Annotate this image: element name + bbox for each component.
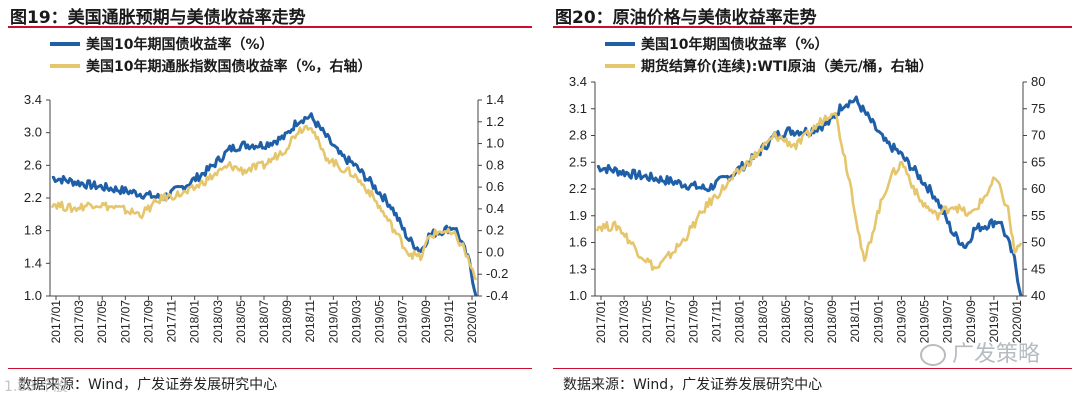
left-title-rule [8, 26, 532, 28]
legend-label-1: 美国10年期通胀指数国债收益率（%，右轴） [86, 58, 372, 75]
x-tick-label: 2019/07 [941, 300, 955, 344]
left-tick-label: 2.8 [569, 128, 587, 143]
left-chart-source: 数据来源：Wind，广发证券发展研究中心 [18, 377, 278, 393]
right-chart-panel: 图20：原油价格与美债收益率走势 美国10年期国债收益率（%） 期货结算价(连续)… [545, 0, 1080, 403]
right-tick-label: 1.4 [486, 92, 504, 107]
x-tick-label: 2018/03 [211, 300, 225, 344]
x-tick-label: 2018/05 [234, 300, 248, 344]
x-tick-label: 2018/01 [188, 300, 202, 344]
right-tick-label: 50 [1031, 235, 1045, 250]
left-tick-label: 1.9 [569, 208, 587, 223]
x-tick-label: 2019/05 [373, 300, 387, 344]
x-tick-label: 2018/07 [802, 300, 816, 344]
left-tick-label: 1.0 [569, 288, 587, 303]
right-tick-label: 55 [1031, 208, 1045, 223]
right-chart-title: 图20：原油价格与美债收益率走势 [555, 8, 817, 28]
x-tick-label: 2019/01 [871, 300, 885, 344]
x-tick-label: 2017/03 [72, 300, 86, 344]
x-tick-label: 2019/01 [326, 300, 340, 344]
x-tick-label: 2018/11 [303, 300, 317, 343]
right-tick-label: 0.6 [486, 179, 504, 194]
x-tick-label: 2017/11 [710, 300, 724, 343]
x-tick-label: 2019/09 [419, 300, 433, 344]
x-tick-label: 2019/03 [349, 300, 363, 344]
series-line-0 [51, 112, 478, 297]
x-tick-label: 2018/03 [756, 300, 770, 344]
left-tick-label: 3.1 [569, 101, 587, 116]
right-tick-label: 40 [1031, 288, 1045, 303]
x-tick-label: 2017/07 [118, 300, 132, 344]
x-tick-label: 2019/07 [396, 300, 410, 344]
right-tick-label: 1.2 [486, 114, 504, 129]
right-title-rule [553, 26, 1072, 28]
watermark-text: 广发策略 [951, 342, 1040, 367]
x-tick-label: 2017/09 [141, 300, 155, 344]
left-chart-svg: 美国10年期国债收益率（%） 美国10年期通胀指数国债收益率（%，右轴） 3.4 3.… [24, 36, 508, 344]
right-chart-svg: 美国10年期国债收益率（%） 期货结算价(连续):WTI原油（美元/桶，右轴） 3.… [569, 36, 1046, 344]
left-tick-label: 2.2 [24, 190, 42, 205]
left-tick-label: 1.8 [24, 223, 42, 238]
right-tick-label: 1.0 [486, 136, 504, 151]
left-tick-label: 3.4 [24, 92, 42, 107]
x-tick-label: 2020/01 [465, 300, 479, 344]
right-tick-label: 60 [1031, 181, 1045, 196]
x-tick-label: 2019/09 [964, 300, 978, 344]
x-tick-label: 2019/05 [918, 300, 932, 344]
left-tick-label: 3.0 [24, 125, 42, 140]
left-tick-label: 1.3 [569, 261, 587, 276]
x-tick-label: 2017/09 [686, 300, 700, 344]
left-tick-label: 3.4 [569, 74, 587, 89]
legend-label-1: 期货结算价(连续):WTI原油（美元/桶，右轴） [641, 58, 933, 75]
x-tick-label: 2018/09 [280, 300, 294, 344]
right-tick-label: 0.8 [486, 157, 504, 172]
x-tick-label: 2018/05 [779, 300, 793, 344]
right-source-rule [553, 368, 1072, 369]
left-tick-label: 1.4 [24, 255, 42, 270]
x-tick-label: 2017/05 [640, 300, 654, 344]
left-tick-label: 1.6 [569, 235, 587, 250]
right-tick-label: 70 [1031, 128, 1045, 143]
x-tick-label: 2018/01 [733, 300, 747, 344]
right-tick-label: 75 [1031, 101, 1045, 116]
x-tick-label: 2019/03 [894, 300, 908, 344]
x-tick-label: 2017/01 [49, 300, 63, 344]
watermark: 广发策略 [919, 336, 1040, 368]
left-chart-title: 图19：美国通胀预期与美债收益率走势 [10, 8, 306, 28]
x-tick-label: 2017/07 [663, 300, 677, 344]
x-tick-label: 2018/11 [848, 300, 862, 343]
right-tick-label: 45 [1031, 261, 1045, 276]
left-chart-panel: 图19：美国通胀预期与美债收益率走势 美国10年期国债收益率（%） 美国10年期通… [8, 8, 532, 393]
x-tick-label: 2019/11 [442, 300, 456, 343]
right-chart-source: 数据来源：Wind，广发证券发展研究中心 [563, 377, 823, 393]
x-tick-label: 2017/03 [617, 300, 631, 344]
x-tick-label: 2019/11 [987, 300, 1001, 343]
right-tick-label: -0.2 [486, 266, 508, 281]
left-tick-label: 2.2 [569, 181, 587, 196]
right-tick-label: 0.0 [486, 244, 504, 259]
left-tick-label: 2.5 [569, 154, 587, 169]
right-tick-label: -0.4 [486, 288, 508, 303]
x-tick-label: 2018/07 [257, 300, 271, 344]
corner-watermark: 1.88 个股 [4, 379, 68, 395]
left-tick-label: 1.0 [24, 288, 42, 303]
legend-label-0: 美国10年期国债收益率（%） [86, 36, 274, 53]
wechat-icon [919, 344, 946, 366]
series-line-1 [50, 124, 478, 281]
right-tick-label: 80 [1031, 74, 1045, 89]
series-line-1 [595, 111, 1023, 272]
x-tick-label: 2020/01 [1010, 300, 1024, 344]
x-tick-label: 2018/09 [825, 300, 839, 344]
legend-label-0: 美国10年期国债收益率（%） [641, 36, 829, 53]
x-tick-label: 2017/05 [95, 300, 109, 344]
right-tick-label: 65 [1031, 154, 1045, 169]
left-tick-label: 2.6 [24, 157, 42, 172]
right-tick-label: 0.4 [486, 201, 504, 216]
x-tick-label: 2017/01 [594, 300, 608, 344]
left-source-rule [8, 368, 532, 369]
x-tick-label: 2017/11 [165, 300, 179, 343]
right-tick-label: 0.2 [486, 223, 504, 238]
